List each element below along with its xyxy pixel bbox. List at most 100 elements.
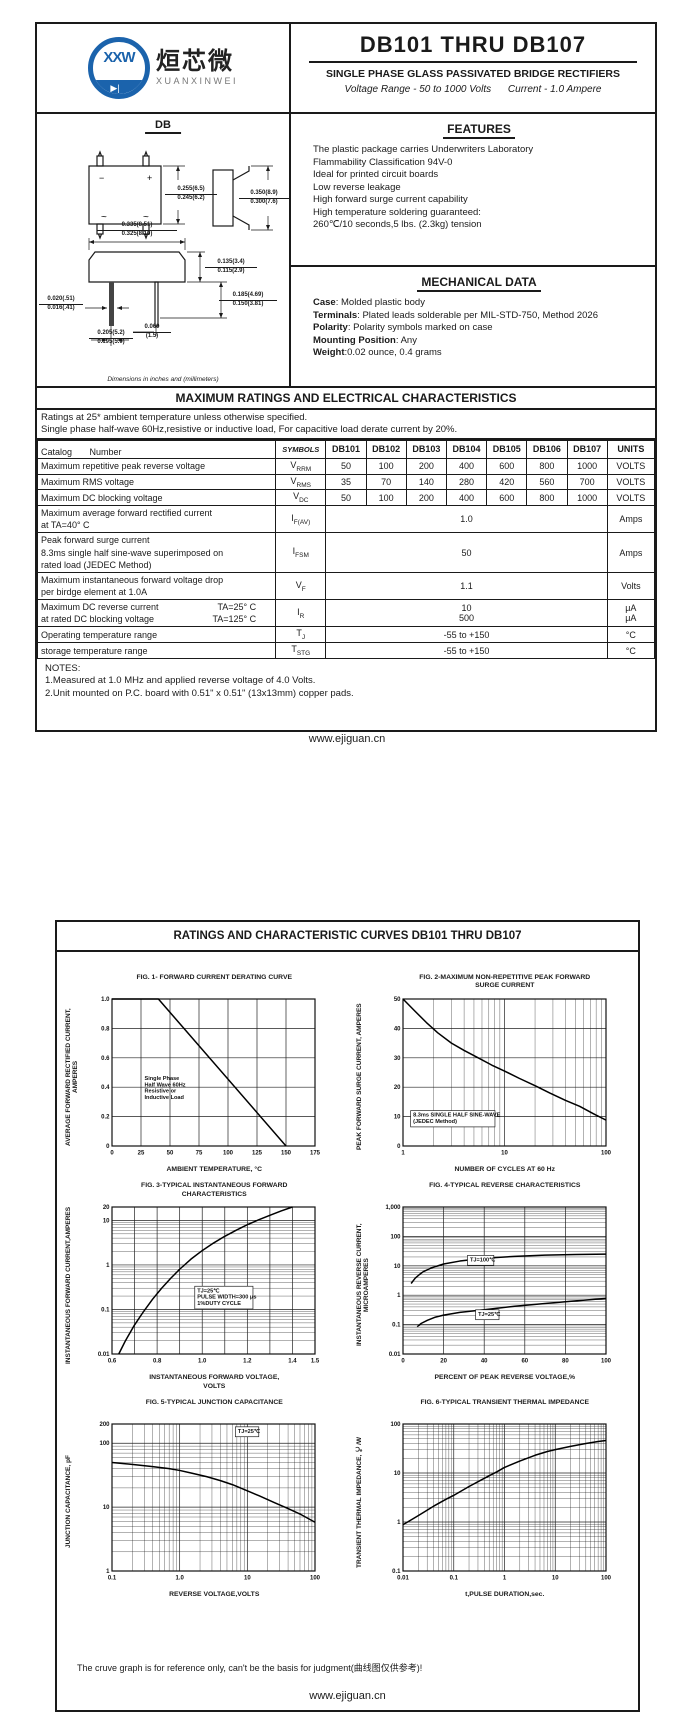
table-row: Peak forward surge current 8.3ms single h… (36, 532, 656, 573)
table-cell: 1.0 (325, 505, 608, 534)
table-row: Maximum DC reverse current TA=25° C at ra… (36, 599, 656, 628)
table-row: Maximum instantaneous forward voltage dr… (36, 571, 656, 601)
col-model: DB101 (325, 439, 367, 459)
svg-text:125: 125 (252, 1151, 263, 1157)
company-name-cn: 烜芯微 (155, 48, 234, 75)
table-cell: °C (606, 626, 656, 644)
svg-text:10: 10 (244, 1576, 251, 1582)
svg-text:0.01: 0.01 (388, 1352, 400, 1358)
svg-text:100: 100 (600, 1359, 611, 1365)
datasheet-page-2: RATINGS AND CHARACTERISTIC CURVES DB101 … (55, 920, 640, 1712)
svg-text:10: 10 (393, 1264, 400, 1270)
table-row: storage temperature range TSTG -55 to +1… (36, 642, 656, 659)
figure-1: FIG. 1- FORWARD CURRENT DERATING CURVE A… (57, 968, 348, 1176)
page-title: DB101 THRU DB107 (359, 32, 587, 57)
svg-text:50: 50 (167, 1151, 174, 1157)
svg-text:40: 40 (393, 1026, 400, 1032)
svg-text:1: 1 (401, 1151, 405, 1157)
ac-mark-2: ~ (143, 212, 149, 223)
table-cell: Amps (606, 505, 656, 534)
svg-text:10: 10 (393, 1115, 400, 1121)
svg-text:100: 100 (310, 1576, 321, 1582)
col-catalog: Catalog Number (36, 439, 277, 459)
curves-banner: RATINGS AND CHARACTERISTIC CURVES DB101 … (57, 922, 638, 952)
y-axis-label: INSTANTANEOUS FORWARD CURRENT,AMPERES (65, 1206, 72, 1365)
y-axis-label: JUNCTION CAPACITANCE, pF (65, 1455, 72, 1549)
table-cell: -55 to +150 (325, 626, 608, 644)
table-cell: 100 (365, 489, 407, 507)
package-drawing: − + ~ ~ (85, 150, 273, 346)
table-cell: 800 (526, 457, 568, 475)
svg-text:10: 10 (103, 1506, 110, 1512)
table-cell: 400 (445, 457, 488, 475)
table-cell: 50 (325, 457, 367, 475)
table-cell: 560 (526, 473, 568, 491)
svg-text:200: 200 (99, 1422, 110, 1428)
voltage-range: Voltage Range - 50 to 1000 Volts (344, 84, 492, 95)
svg-text:TJ=25℃: TJ=25℃ (197, 1288, 220, 1295)
svg-text:0.6: 0.6 (108, 1359, 117, 1365)
feature-item: High forward surge current capability (313, 194, 468, 206)
svg-text:0: 0 (397, 1144, 401, 1150)
features-section: FEATURES The plastic package carries Und… (291, 114, 655, 267)
table-cell: 280 (445, 473, 488, 491)
x-axis-label: PERCENT OF PEAK REVERSE VOLTAGE,% (434, 1374, 576, 1382)
svg-text:100: 100 (390, 1235, 401, 1241)
svg-text:0.4: 0.4 (101, 1085, 110, 1091)
svg-text:0.8: 0.8 (153, 1359, 162, 1365)
svg-text:0.1: 0.1 (101, 1308, 110, 1314)
table-cell: 50 (325, 532, 608, 573)
svg-text:0: 0 (401, 1359, 405, 1365)
website-link[interactable]: www.ejiguan.cn (309, 1690, 386, 1702)
svg-text:Single Phase: Single Phase (144, 1076, 179, 1082)
feature-item: 260℃/10 seconds,5 lbs. (2.3kg) tension (313, 219, 482, 231)
table-cell: TJ (275, 626, 327, 644)
svg-text:80: 80 (562, 1359, 569, 1365)
svg-text:0.1: 0.1 (108, 1576, 117, 1582)
mech-item: Weight:0.02 ounce, 0.4 grams (313, 347, 442, 359)
table-cell: IFSM (275, 532, 327, 573)
svg-text:1.5: 1.5 (311, 1359, 320, 1365)
table-cell: 400 (445, 489, 488, 507)
x-axis-label: INSTANTANEOUS FORWARD VOLTAGE, VOLTS (149, 1374, 280, 1390)
feature-item: Low reverse leakage (313, 181, 401, 193)
note-line: 1.Measured at 1.0 MHz and applied revers… (45, 675, 316, 687)
note-line: 2.Unit mounted on P.C. board with 0.51" … (45, 687, 354, 699)
y-axis-label: INSTANTANEOUS REVERSE CURRENT, MICROAMPE… (355, 1224, 370, 1347)
table-cell: 600 (486, 489, 528, 507)
table-cell: 1000 (566, 457, 608, 475)
feature-item: Ideal for printed circuit boards (313, 169, 439, 181)
svg-text:60: 60 (521, 1359, 528, 1365)
title-underline (309, 61, 637, 63)
ratings-intro: Ratings at 25* ambient temperature unles… (37, 410, 655, 440)
logo-circle-icon: XXW ▶| (87, 37, 150, 99)
table-cell: Maximum repetitive peak reverse voltage (36, 457, 277, 475)
subtitle: SINGLE PHASE GLASS PASSIVATED BRIDGE REC… (325, 68, 621, 80)
col-units: UNITS (606, 439, 656, 459)
package-diagram-panel: DB − + ~ ~ (37, 114, 291, 386)
y-axis-label: AVERAGE FORWARD RECTIFIED CURRENT, AMPER… (65, 1008, 80, 1146)
svg-text:100: 100 (390, 1422, 401, 1428)
ac-mark-1: ~ (101, 212, 107, 223)
fig1-plot: 0 25 50 75 100 125 150 175 0 0.2 0.4 0.6 0.8 1.0 Singl… (101, 997, 321, 1157)
svg-text:50: 50 (393, 997, 400, 1003)
figure-title: FIG. 1- FORWARD CURRENT DERATING CURVE (136, 974, 293, 981)
figure-4: FIG. 4-TYPICAL REVERSE CHARACTERISTICS I… (348, 1176, 639, 1393)
ratings-line: Voltage Range - 50 to 1000 Volts Current… (291, 84, 655, 95)
svg-text:1.0: 1.0 (175, 1576, 184, 1582)
table-row: Maximum DC blocking voltage VDC 50 100 2… (36, 489, 656, 507)
website-link[interactable]: www.ejiguan.cn (308, 733, 386, 745)
svg-text:0: 0 (110, 1151, 114, 1157)
dim-label: 0.135(3.4) 0.115(2.9) (205, 259, 257, 275)
table-cell: Operating temperature range (36, 626, 277, 644)
feature-item: Flammability Classification 94V-0 (313, 156, 453, 168)
svg-text:1: 1 (397, 1520, 401, 1526)
svg-text:10: 10 (501, 1151, 508, 1157)
svg-text:0.1: 0.1 (392, 1323, 401, 1329)
figure-title: FIG. 3-TYPICAL INSTANTANEOUS FORWARD CHA… (141, 1182, 288, 1198)
table-cell: Amps (606, 532, 656, 573)
svg-text:(JEDEC Method): (JEDEC Method) (413, 1119, 457, 1125)
mechanical-heading: MECHANICAL DATA (417, 275, 541, 292)
dim-label: 0.205(5.2) 0.195(5.0) (89, 330, 133, 346)
col-model: DB102 (365, 439, 407, 459)
